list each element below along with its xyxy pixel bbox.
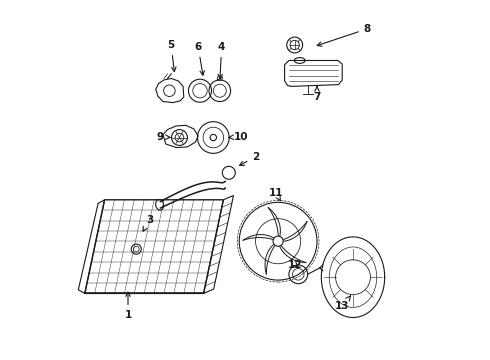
Text: 5: 5 — [168, 40, 176, 72]
Text: 3: 3 — [143, 215, 153, 231]
Text: 9: 9 — [157, 132, 170, 142]
Text: 8: 8 — [317, 24, 371, 46]
Text: 1: 1 — [124, 292, 132, 320]
Text: 12: 12 — [288, 260, 303, 270]
Text: 2: 2 — [240, 152, 259, 166]
Text: 11: 11 — [269, 188, 283, 201]
Text: 7: 7 — [313, 86, 320, 102]
Text: 4: 4 — [218, 42, 225, 79]
Text: 13: 13 — [335, 296, 351, 311]
Text: 10: 10 — [228, 132, 248, 142]
Text: 6: 6 — [195, 42, 204, 75]
